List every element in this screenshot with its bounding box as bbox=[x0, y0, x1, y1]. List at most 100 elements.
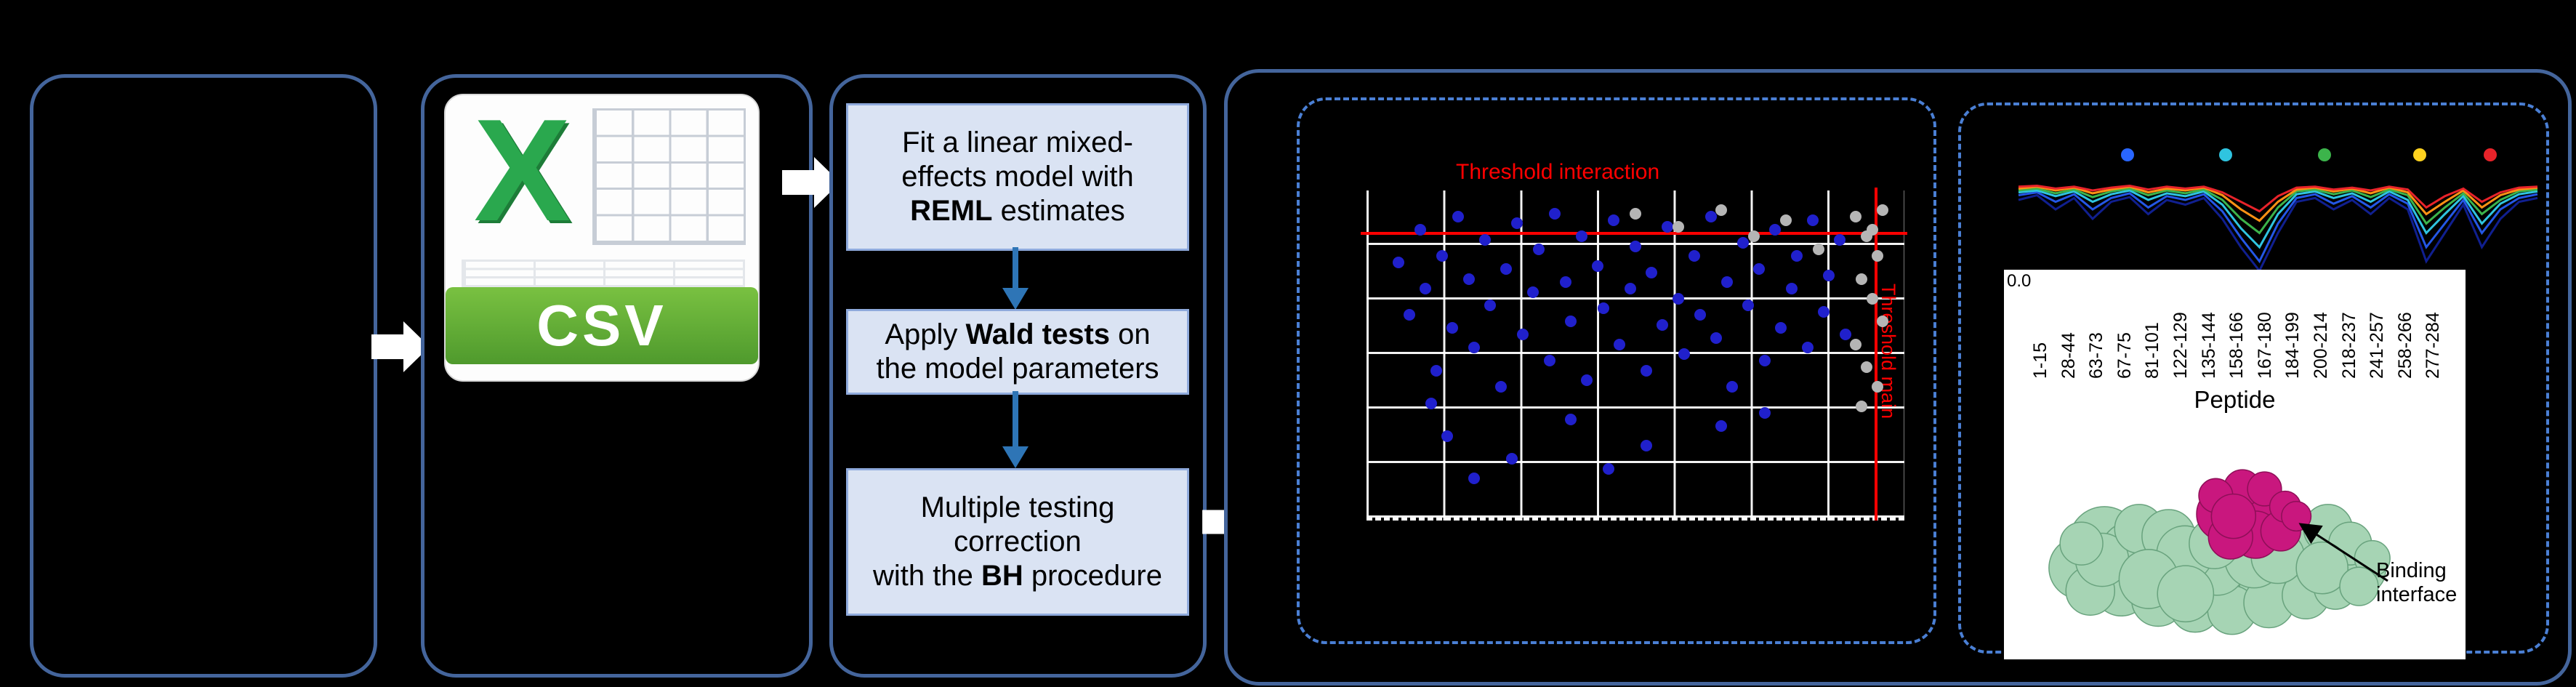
scatter-point-significant bbox=[1581, 374, 1593, 386]
line-series-navy bbox=[2018, 193, 2538, 273]
arrow-down-step1-step2-icon bbox=[1002, 247, 1029, 310]
peptide-tick: 200-214 bbox=[2311, 312, 2331, 379]
step-fit-reml-text: Fit a linear mixed- effects model with R… bbox=[895, 126, 1139, 229]
scatter-point-significant bbox=[1414, 224, 1426, 236]
scatter-point-significant bbox=[1478, 233, 1491, 246]
step-bh-correction-text: Multiple testing correction with the BH … bbox=[867, 491, 1168, 594]
line-series-blue bbox=[2018, 191, 2538, 264]
scatter-point-significant bbox=[1640, 440, 1652, 451]
scatter-point-not-significant bbox=[1861, 361, 1873, 373]
line-series-orange bbox=[2018, 185, 2538, 222]
peptide-tick: 218-237 bbox=[2338, 312, 2359, 379]
scatter-point-significant bbox=[1495, 381, 1507, 393]
legend-dot bbox=[2318, 148, 2331, 161]
step-wald-tests-text: Apply Wald tests on the model parameters bbox=[870, 318, 1164, 386]
peptide-tick: 184-199 bbox=[2282, 312, 2303, 379]
peptide-tick: 158-166 bbox=[2226, 312, 2247, 379]
scatter-point-significant bbox=[1404, 309, 1416, 321]
scatter-point-significant bbox=[1834, 233, 1846, 246]
threshold-main-line bbox=[1874, 188, 1877, 521]
arrow-csv-to-model-icon bbox=[782, 157, 840, 208]
peptide-results-panel: 0.0 1-15 28-44 63-73 67-75 81-101 122-129 135-… bbox=[1958, 103, 2549, 659]
scatter-point-significant bbox=[1662, 220, 1674, 233]
csv-label: CSV bbox=[536, 293, 667, 358]
arrow-down-step2-step3-icon bbox=[1002, 391, 1029, 468]
threshold-main-label: Threshold main bbox=[1877, 284, 1899, 419]
scatter-point-significant bbox=[1532, 244, 1545, 255]
step-text-bold: BH bbox=[981, 560, 1023, 592]
scatter-point-significant bbox=[1452, 211, 1464, 222]
scatter-point-significant bbox=[1511, 217, 1524, 229]
scatter-point-significant bbox=[1592, 260, 1604, 272]
step-text-part: procedure bbox=[1023, 560, 1162, 592]
scatter-point-significant bbox=[1462, 273, 1475, 285]
scatter-point-not-significant bbox=[1866, 292, 1878, 305]
scatter-point-not-significant bbox=[1812, 244, 1824, 255]
results-group-panel: Threshold interaction Threshold main 0.0… bbox=[1224, 69, 2572, 686]
scatter-point-not-significant bbox=[1877, 316, 1889, 327]
binding-interface-region bbox=[2196, 469, 2312, 560]
scatter-point-significant bbox=[1446, 322, 1459, 334]
scatter-point-significant bbox=[1753, 263, 1766, 275]
scatter-point-significant bbox=[1527, 286, 1539, 298]
scatter-point-significant bbox=[1742, 299, 1755, 311]
scatter-point-significant bbox=[1758, 407, 1771, 419]
scatter-point-significant bbox=[1436, 250, 1448, 262]
scatter-point-significant bbox=[1565, 414, 1577, 425]
scatter-point-significant bbox=[1393, 257, 1405, 268]
scatter-point-significant bbox=[1726, 381, 1739, 393]
scatter-point-not-significant bbox=[1780, 214, 1792, 226]
scatter-point-significant bbox=[1608, 214, 1620, 226]
excel-x-logo: X bbox=[473, 94, 571, 252]
step-text-part: on the model parameters bbox=[876, 318, 1159, 385]
scatter-point-significant bbox=[1613, 338, 1625, 350]
step-bh-correction: Multiple testing correction with the BH … bbox=[846, 468, 1189, 616]
peptide-tick: 28-44 bbox=[2058, 332, 2079, 379]
legend-dot bbox=[2484, 148, 2497, 161]
peptide-tick: 122-129 bbox=[2170, 312, 2191, 379]
peptide-tick: 258-266 bbox=[2394, 312, 2415, 379]
peptide-tick: 63-73 bbox=[2086, 332, 2107, 379]
scatter-point-significant bbox=[1516, 329, 1529, 340]
step-text-part: Multiple testing correction with the bbox=[873, 491, 1115, 592]
scatter-point-significant bbox=[1505, 453, 1518, 465]
step-text-bold: REML bbox=[910, 195, 993, 228]
scatter-point-significant bbox=[1640, 364, 1652, 377]
peptide-tick: 67-75 bbox=[2114, 332, 2135, 379]
step-text-part: Fit a linear mixed- effects model with bbox=[901, 126, 1134, 193]
scatter-point-significant bbox=[1468, 342, 1480, 353]
step-fit-reml: Fit a linear mixed- effects model with R… bbox=[846, 103, 1189, 251]
scatter-point-significant bbox=[1576, 230, 1587, 242]
scatter-point-significant bbox=[1720, 276, 1733, 288]
ytick-label: 0.0 bbox=[2007, 271, 2032, 291]
scatter-point-significant bbox=[1818, 305, 1830, 318]
line-series-red bbox=[2018, 184, 2538, 213]
scatter-point-significant bbox=[1543, 355, 1555, 366]
threshold-interaction-label: Threshold interaction bbox=[1456, 160, 1660, 184]
scatter-point-significant bbox=[1565, 316, 1577, 327]
line-series-cyan bbox=[2018, 189, 2538, 249]
scatter-point-significant bbox=[1774, 322, 1787, 334]
legend-dot bbox=[2219, 148, 2232, 161]
peptide-axis-title: Peptide bbox=[2194, 386, 2276, 413]
csv-banner: CSV bbox=[446, 287, 758, 364]
threshold-interaction-line bbox=[1361, 232, 1907, 236]
csv-file-icon: X CSV bbox=[444, 94, 760, 382]
peptide-tick: 135-144 bbox=[2198, 312, 2219, 379]
scatter-point-not-significant bbox=[1715, 204, 1728, 216]
scatter-point-not-significant bbox=[1877, 204, 1889, 216]
scatter-point-significant bbox=[1430, 364, 1443, 377]
scatter-point-significant bbox=[1425, 397, 1437, 409]
peptide-tick: 1-15 bbox=[2030, 342, 2050, 379]
scatter-point-significant bbox=[1646, 266, 1658, 278]
uptake-line-chart bbox=[2018, 148, 2538, 273]
scatter-point-significant bbox=[1420, 283, 1432, 294]
scatter-point-not-significant bbox=[1747, 230, 1760, 242]
scatter-point-significant bbox=[1673, 292, 1685, 305]
scatter-point-significant bbox=[1500, 263, 1513, 275]
scatter-point-not-significant bbox=[1673, 220, 1685, 233]
scatter-point-not-significant bbox=[1850, 338, 1862, 350]
scatter-point-significant bbox=[1839, 329, 1851, 340]
scatter-point-significant bbox=[1549, 207, 1561, 220]
